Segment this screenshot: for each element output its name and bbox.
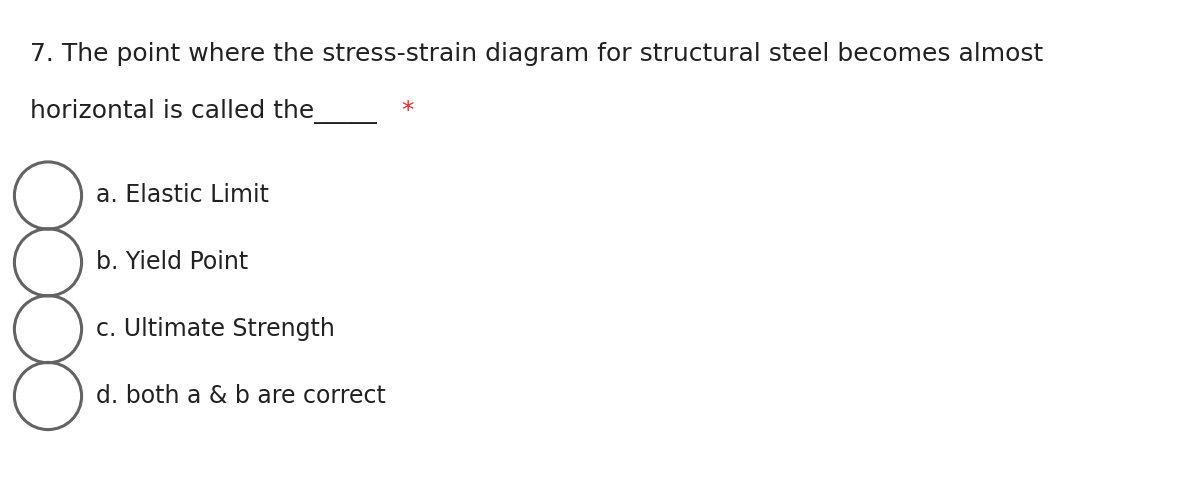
Text: *: * xyxy=(394,99,414,123)
Text: horizontal is called the_____: horizontal is called the_____ xyxy=(30,99,377,124)
Text: 7. The point where the stress-strain diagram for structural steel becomes almost: 7. The point where the stress-strain dia… xyxy=(30,42,1043,66)
Text: b. Yield Point: b. Yield Point xyxy=(96,250,248,274)
Text: c. Ultimate Strength: c. Ultimate Strength xyxy=(96,317,335,341)
Text: d. both a & b are correct: d. both a & b are correct xyxy=(96,384,386,407)
Text: a. Elastic Limit: a. Elastic Limit xyxy=(96,183,269,207)
